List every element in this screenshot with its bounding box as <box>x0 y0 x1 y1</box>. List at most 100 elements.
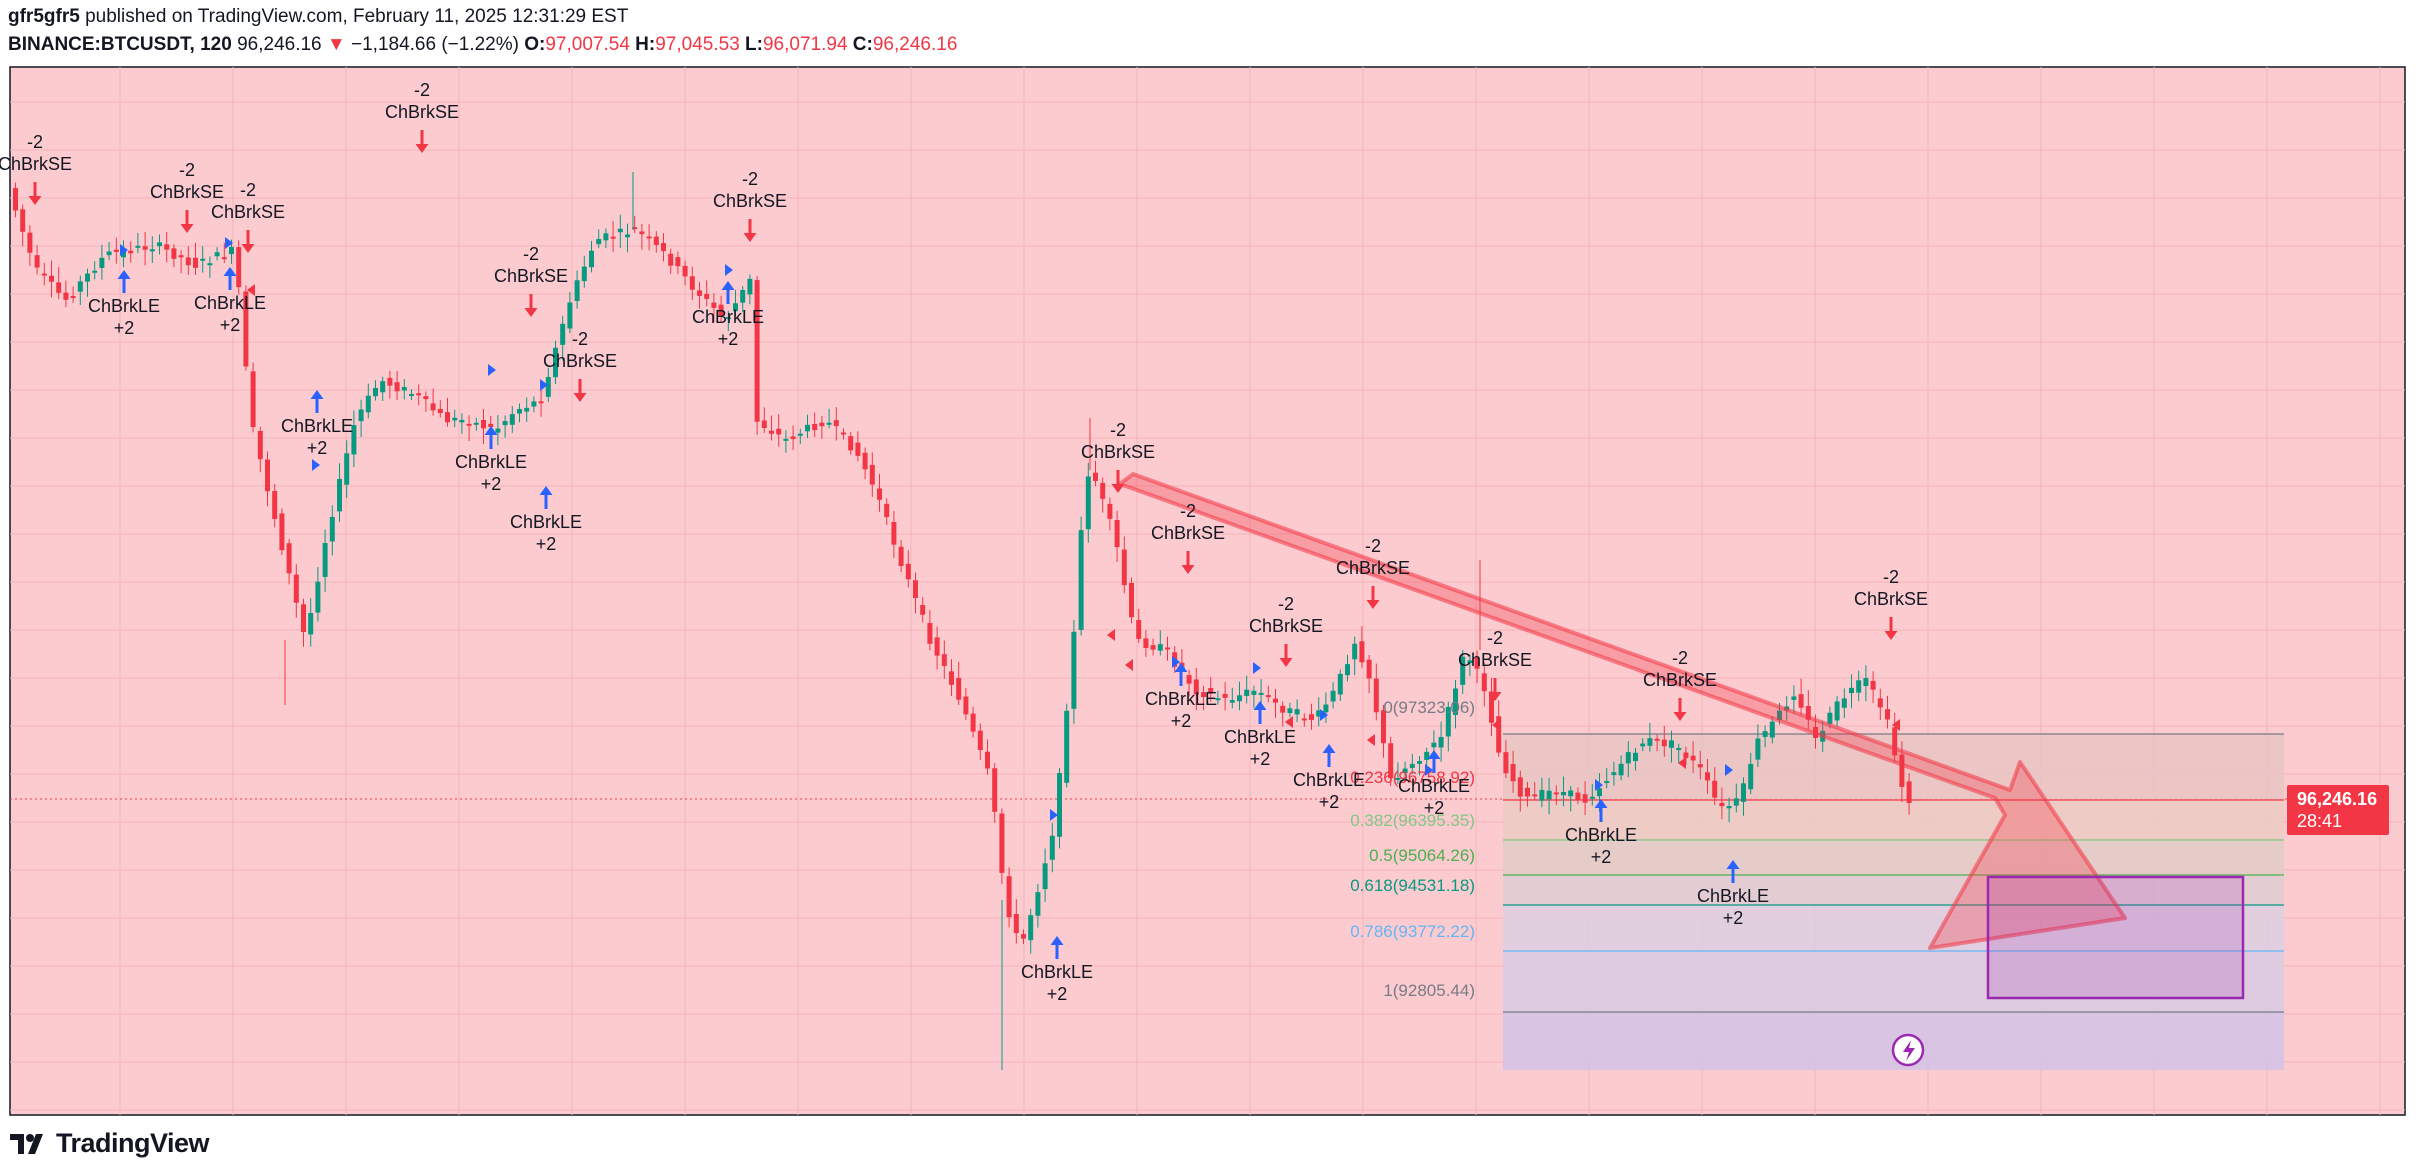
candle-body <box>56 282 62 293</box>
candle-body <box>178 255 184 258</box>
candle-body <box>718 304 724 316</box>
candle-body <box>1712 780 1718 798</box>
signal-short-label: ChBrkSE <box>713 191 787 211</box>
candle-body <box>992 768 998 812</box>
candle-body <box>1604 781 1610 784</box>
candle-body <box>862 452 868 470</box>
candle-body <box>869 464 875 485</box>
signal-marker-icon <box>225 237 233 249</box>
candle-body <box>1136 619 1142 639</box>
trend-arrow-shape[interactable] <box>1118 472 2127 950</box>
signal-up-arrow-icon <box>310 390 324 413</box>
candle-body <box>142 246 148 250</box>
candle-body <box>1741 783 1746 802</box>
candle-body <box>848 436 854 451</box>
candle-body <box>1582 794 1588 803</box>
candle-body <box>243 291 249 367</box>
candle-body <box>1402 768 1408 774</box>
candle-body <box>1107 503 1113 519</box>
candle-body <box>1409 763 1415 768</box>
candle-body <box>1265 695 1271 698</box>
candle-body <box>1517 777 1523 797</box>
candle-body <box>1222 693 1228 698</box>
fib-band <box>1503 840 2284 875</box>
candle-body <box>157 242 162 247</box>
author[interactable]: gfr5gfr5 <box>8 6 80 27</box>
candle-body <box>589 250 594 268</box>
candle-body <box>1669 740 1674 748</box>
signal-up-arrow-icon <box>1174 663 1188 686</box>
signal-long-label: ChBrkLE <box>1398 776 1470 796</box>
candle-body <box>1193 679 1199 695</box>
target-box[interactable] <box>1986 875 2245 1000</box>
signal-short-label: ChBrkSE <box>1458 650 1532 670</box>
signal-down-arrow-icon <box>415 130 429 153</box>
signal-long-label: ChBrkLE <box>194 293 266 313</box>
candle-body <box>1309 714 1314 720</box>
signal-short-value: -2 <box>1672 648 1688 668</box>
candle-body <box>1892 727 1898 756</box>
candle-body <box>495 428 501 433</box>
signal-marker-icon <box>1892 719 1900 731</box>
candle-body <box>747 278 753 295</box>
candle-body <box>99 257 105 268</box>
change-arrow: ▼ <box>326 34 346 55</box>
lightning-icon[interactable] <box>1891 1033 1925 1067</box>
signal-long-value: +2 <box>1424 798 1445 818</box>
candle-body <box>279 513 285 551</box>
signal-short-label: ChBrkSE <box>0 154 72 174</box>
signal-down-arrow-icon <box>524 294 538 317</box>
candle-body <box>639 231 645 235</box>
candle-body <box>653 236 659 245</box>
candle-body <box>1093 472 1098 481</box>
candle-body <box>1042 863 1048 890</box>
candle-body <box>913 580 918 599</box>
candle-body <box>1769 721 1775 738</box>
candle-body <box>1215 698 1221 701</box>
signal-long-value: +2 <box>114 318 135 338</box>
signal-long-value: +2 <box>307 438 328 458</box>
signal-down-arrow-icon <box>1111 470 1125 493</box>
trend-arrow[interactable] <box>1118 472 2127 950</box>
candle-body <box>1510 764 1516 782</box>
candle-body <box>1654 738 1660 741</box>
signal-marker-icon <box>1367 734 1375 746</box>
symbol-label[interactable]: BINANCE:BTCUSDT, 120 <box>8 34 232 55</box>
candle-body <box>509 414 515 425</box>
signal-marker-icon <box>488 364 496 376</box>
high-value: 97,045.53 <box>655 34 740 55</box>
candle-body <box>149 249 155 252</box>
candle-body <box>1388 743 1394 779</box>
candle-body <box>675 257 681 267</box>
candle-body <box>1870 680 1876 690</box>
high-label: H: <box>635 34 656 55</box>
signal-long-value: +2 <box>1171 711 1192 731</box>
candle-body <box>106 251 112 256</box>
signal-short-label: ChBrkSE <box>150 182 224 202</box>
candle-body <box>524 407 530 412</box>
target-zone-box[interactable] <box>1986 875 2245 1000</box>
candle-body <box>1157 644 1163 651</box>
candle-body <box>193 257 198 268</box>
candle-body <box>265 459 270 492</box>
candle-body <box>1057 773 1062 837</box>
candle-body <box>1834 701 1840 721</box>
signal-down-arrow-icon <box>573 379 587 402</box>
candle-body <box>1640 743 1646 747</box>
candle-body <box>113 249 119 252</box>
candle-body <box>1625 752 1631 764</box>
candle-body <box>574 280 580 301</box>
candle-body <box>1561 792 1566 796</box>
candle-body <box>1525 787 1530 797</box>
close-label: C: <box>852 34 873 55</box>
fib-band <box>1503 951 2284 1012</box>
signal-up-arrow-icon <box>1726 860 1740 883</box>
candle-body <box>373 387 378 397</box>
candle-body <box>1481 673 1487 692</box>
candle-body <box>855 442 861 456</box>
candle-body <box>459 419 465 423</box>
signal-down-arrow-icon <box>743 219 757 242</box>
candle-body <box>1849 687 1854 694</box>
